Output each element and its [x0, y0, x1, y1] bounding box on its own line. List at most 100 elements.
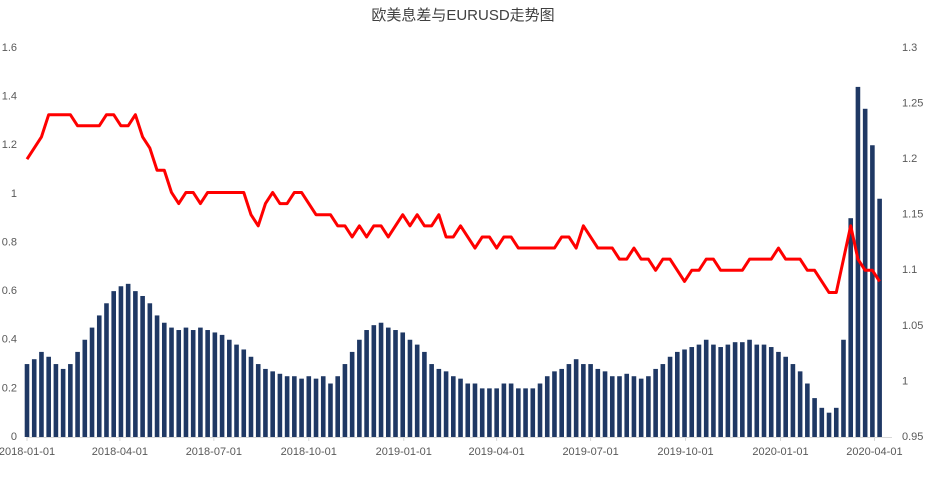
bar [581, 364, 586, 437]
bar [60, 368, 66, 437]
bar [537, 383, 543, 437]
y2-tick-label: 1 [902, 375, 908, 387]
bar [270, 371, 275, 437]
bar [234, 344, 239, 437]
y2-tick-label: 1.15 [902, 209, 923, 221]
bar [349, 351, 355, 437]
bar [682, 349, 687, 437]
bar [848, 218, 854, 437]
bar [833, 407, 839, 437]
bar [602, 371, 608, 437]
bar [740, 342, 745, 437]
bar [674, 351, 680, 437]
bar [371, 325, 377, 437]
bar [205, 330, 210, 437]
bar [826, 412, 832, 437]
bar [451, 376, 456, 437]
bar [306, 376, 312, 437]
bar [768, 347, 774, 437]
bar [472, 383, 478, 437]
bar [805, 383, 810, 437]
bar [436, 368, 442, 437]
bar [385, 327, 391, 437]
y-tick-label: 1.2 [2, 139, 17, 151]
bar [523, 388, 528, 437]
bar [638, 378, 644, 437]
bar [161, 322, 167, 437]
bar [277, 373, 283, 437]
y-tick-label: 1.4 [2, 91, 17, 103]
bar [458, 378, 463, 437]
bar [725, 344, 731, 437]
y-tick-label: 0 [11, 431, 17, 443]
bar [147, 303, 153, 437]
bar [414, 344, 420, 437]
y2-tick-label: 1.3 [902, 42, 917, 54]
bar [299, 378, 304, 437]
bar [393, 330, 398, 437]
bar [747, 339, 752, 437]
bar [790, 364, 796, 437]
chart-title: 欧美息差与EURUSD走势图 [371, 7, 554, 24]
bar [400, 332, 406, 437]
bar [508, 383, 514, 437]
bar [588, 364, 593, 437]
x-tick-label: 2018-07-01 [186, 446, 242, 458]
x-tick-label: 2018-01-01 [0, 446, 55, 458]
bar [125, 283, 131, 437]
bar [667, 356, 673, 437]
bar [595, 368, 601, 437]
bar [422, 351, 427, 437]
bar [566, 364, 572, 437]
bar [573, 359, 579, 437]
bar [862, 108, 868, 437]
x-tick-label: 2019-07-01 [562, 446, 618, 458]
bar [609, 376, 615, 437]
bar [140, 295, 145, 437]
bar [212, 332, 218, 437]
y2-tick-label: 0.95 [902, 431, 923, 443]
bar [320, 376, 326, 437]
x-tick-label: 2020-01-01 [752, 446, 808, 458]
bar [284, 376, 290, 437]
bar [487, 388, 492, 437]
bar [39, 351, 44, 437]
y2-tick-label: 1.05 [902, 320, 923, 332]
y-tick-label: 0.6 [2, 285, 17, 297]
bar [855, 86, 861, 438]
bar [761, 344, 767, 437]
bar [357, 339, 362, 437]
bar [31, 359, 37, 437]
bar [819, 407, 825, 437]
bar [183, 327, 189, 437]
bar [407, 339, 413, 437]
y-tick-label: 0.4 [2, 334, 17, 346]
bar [24, 364, 30, 437]
bar [75, 351, 80, 437]
bar [660, 364, 666, 437]
bar [703, 339, 709, 437]
bar [219, 334, 225, 437]
bar [631, 376, 637, 437]
x-tick-label: 2019-10-01 [657, 446, 713, 458]
bar [89, 327, 95, 437]
bar [479, 388, 485, 437]
bar [624, 373, 630, 437]
bar [227, 339, 232, 437]
bar [653, 368, 658, 437]
bar [133, 291, 138, 437]
bar [494, 388, 499, 437]
line [25, 113, 881, 295]
bar [465, 383, 471, 437]
bar [516, 388, 521, 437]
bar [689, 347, 695, 437]
bar [328, 383, 333, 437]
bar [154, 315, 160, 437]
y-tick-label: 1 [11, 188, 17, 200]
bar [104, 303, 109, 437]
y2-tick-label: 1.1 [902, 264, 917, 276]
bar [176, 330, 182, 437]
bar [841, 339, 846, 437]
x-tick-label: 2019-01-01 [376, 446, 432, 458]
bar [783, 356, 788, 437]
